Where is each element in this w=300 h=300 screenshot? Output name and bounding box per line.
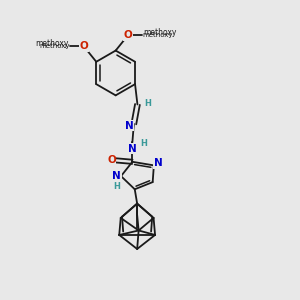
Text: O: O <box>107 155 116 165</box>
Text: O: O <box>79 41 88 51</box>
Text: methoxy: methoxy <box>39 43 69 49</box>
Text: N: N <box>125 121 134 131</box>
Text: H: H <box>144 99 151 108</box>
Text: H: H <box>141 139 148 148</box>
Text: O: O <box>124 30 133 40</box>
Text: H: H <box>113 182 120 190</box>
Text: methoxy: methoxy <box>142 32 173 38</box>
Text: N: N <box>154 158 162 168</box>
Text: methoxy: methoxy <box>35 39 69 48</box>
Text: methoxy: methoxy <box>143 28 176 37</box>
Text: N: N <box>128 144 137 154</box>
Text: N: N <box>112 171 121 181</box>
